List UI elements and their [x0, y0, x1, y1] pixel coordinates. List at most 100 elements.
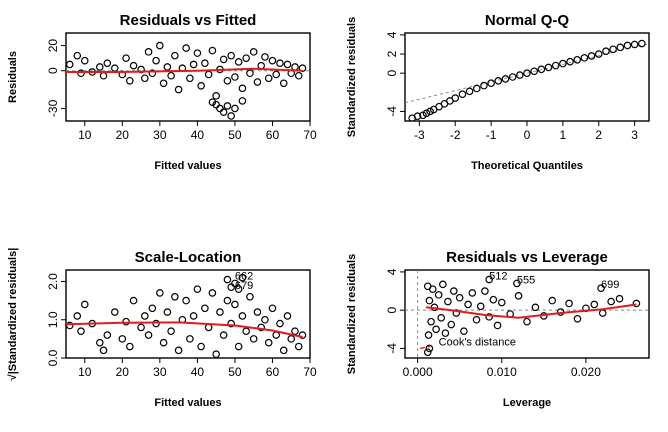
data-point [227, 112, 235, 120]
data-point [580, 54, 589, 62]
data-point [257, 61, 266, 70]
data-point [508, 73, 517, 81]
data-point [208, 289, 217, 297]
data-point [212, 350, 220, 358]
data-point [551, 61, 560, 70]
data-point [487, 79, 495, 88]
data-point [516, 71, 524, 79]
data-point [501, 75, 510, 83]
data-point [212, 92, 220, 100]
data-point [118, 335, 127, 343]
data-point [458, 90, 467, 99]
data-point [279, 346, 288, 355]
data-point [129, 61, 138, 70]
x-tick-label: 1 [560, 128, 567, 142]
data-point [485, 313, 493, 321]
data-point [419, 111, 427, 120]
data-point [208, 98, 217, 106]
data-point [231, 73, 239, 81]
data-point [227, 283, 235, 292]
data-point [253, 78, 262, 86]
data-point [413, 112, 422, 121]
panel-title: Residuals vs Fitted [120, 12, 257, 29]
x-tick-label: 0.010 [487, 365, 517, 379]
data-point [294, 71, 303, 80]
panel-title: Normal Q-Q [485, 12, 570, 29]
data-point [148, 304, 157, 313]
x-tick-label: 3 [631, 128, 638, 142]
data-point [573, 314, 582, 323]
x-tick-label: 50 [228, 365, 242, 379]
data-point [238, 97, 247, 105]
y-axis-label: Standardized residuals [346, 17, 358, 137]
data-point [66, 321, 74, 330]
x-tick-label: -1 [486, 128, 497, 142]
data-point [99, 346, 108, 355]
data-point [444, 297, 452, 306]
data-point [439, 280, 447, 289]
data-point [182, 296, 190, 305]
data-point [234, 285, 243, 293]
y-tick-label: 2 [385, 50, 399, 57]
data-point [144, 48, 153, 56]
data-point [597, 284, 605, 292]
point-annotation: 555 [517, 274, 535, 286]
x-tick-label: -2 [450, 128, 461, 142]
plot-frame [404, 269, 650, 359]
data-point [156, 41, 164, 50]
data-point [425, 344, 434, 353]
data-point [73, 51, 82, 60]
data-point [257, 323, 266, 332]
data-point [465, 87, 474, 96]
data-point [298, 64, 307, 73]
data-point [548, 296, 557, 305]
smoother-line [425, 303, 637, 319]
point-annotation: 699 [601, 279, 619, 291]
y-tick-label: 1.0 [46, 311, 60, 328]
data-point [632, 299, 641, 308]
data-point [246, 69, 254, 78]
data-point [452, 309, 461, 317]
point-annotation: 512 [489, 271, 507, 283]
y-tick-label: 20 [46, 39, 60, 53]
data-point [283, 60, 292, 69]
data-point [126, 76, 134, 85]
data-point [272, 70, 281, 79]
data-point [219, 331, 228, 339]
plot-frame [65, 269, 311, 359]
data-point [523, 69, 531, 77]
y-axis-label: Residuals [7, 51, 19, 103]
data-point [80, 300, 89, 309]
data-point [279, 79, 288, 88]
data-point [594, 50, 603, 58]
data-point [216, 104, 224, 113]
smoother-line [66, 67, 303, 73]
data-point [163, 63, 172, 71]
data-point [494, 77, 503, 85]
data-point [537, 65, 546, 74]
data-point [513, 279, 521, 288]
y-tick-label: 4 [385, 31, 399, 38]
x-tick-label: 20 [116, 128, 130, 142]
panel-1: Residuals vs Fitted 10 20 30 40 50 60 70 -30 0 20 F… [7, 12, 317, 172]
data-point [423, 348, 432, 357]
data-point [223, 296, 232, 305]
data-point [201, 59, 209, 67]
data-point [598, 309, 607, 317]
data-point [216, 308, 224, 316]
data-point [152, 56, 160, 65]
data-point [126, 342, 134, 351]
data-point [223, 76, 232, 85]
data-point [489, 295, 498, 304]
data-point [426, 107, 434, 116]
data-point [234, 342, 243, 351]
data-point [523, 317, 531, 326]
data-point [531, 303, 540, 312]
data-point [189, 60, 198, 69]
data-point [186, 74, 194, 83]
data-point [427, 317, 435, 326]
data-point [227, 51, 235, 60]
data-point [80, 56, 89, 65]
plot-frame [65, 32, 311, 122]
